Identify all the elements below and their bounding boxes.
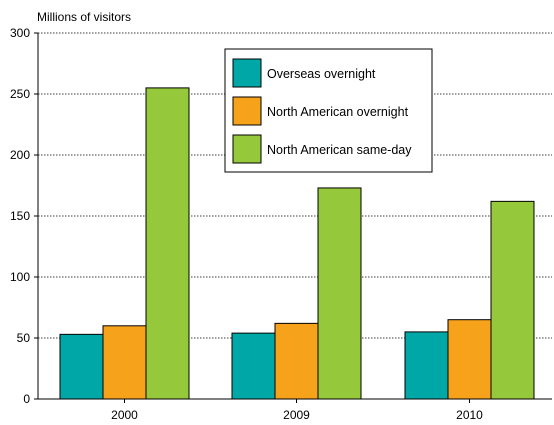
axes bbox=[37, 33, 552, 400]
x-tick-label: 2010 bbox=[456, 408, 483, 422]
legend-label: North American overnight bbox=[267, 105, 409, 119]
bar bbox=[317, 187, 362, 400]
legend-swatch bbox=[232, 58, 262, 88]
bar bbox=[231, 332, 276, 400]
grid-lines bbox=[34, 32, 552, 400]
bar bbox=[102, 325, 147, 400]
y-tick-label: 300 bbox=[10, 26, 30, 40]
y-tick-label: 200 bbox=[10, 148, 30, 162]
y-tick-label: 150 bbox=[10, 209, 30, 223]
legend-swatch bbox=[232, 96, 262, 126]
bar bbox=[404, 331, 449, 400]
bar bbox=[145, 87, 190, 400]
bar bbox=[447, 319, 492, 400]
bar bbox=[274, 322, 319, 400]
y-tick-label: 50 bbox=[17, 331, 31, 345]
bars bbox=[59, 87, 535, 400]
y-tick-label: 0 bbox=[23, 392, 30, 406]
legend-label: Overseas overnight bbox=[267, 67, 376, 81]
legend-swatch bbox=[232, 134, 262, 164]
bar bbox=[490, 200, 535, 400]
x-tick-labels: 2000 2009 2010 bbox=[111, 399, 483, 422]
legend-label: North American same-day bbox=[267, 143, 412, 157]
x-tick-label: 2000 bbox=[111, 408, 138, 422]
legend: Overseas overnight North American overnig… bbox=[224, 48, 433, 173]
x-tick-label: 2009 bbox=[283, 408, 310, 422]
bar bbox=[59, 333, 104, 400]
y-axis-label: Millions of visitors bbox=[37, 10, 131, 24]
y-tick-labels: 0 50 100 150 200 250 300 bbox=[10, 26, 30, 406]
y-tick-label: 250 bbox=[10, 87, 30, 101]
y-tick-label: 100 bbox=[10, 270, 30, 284]
